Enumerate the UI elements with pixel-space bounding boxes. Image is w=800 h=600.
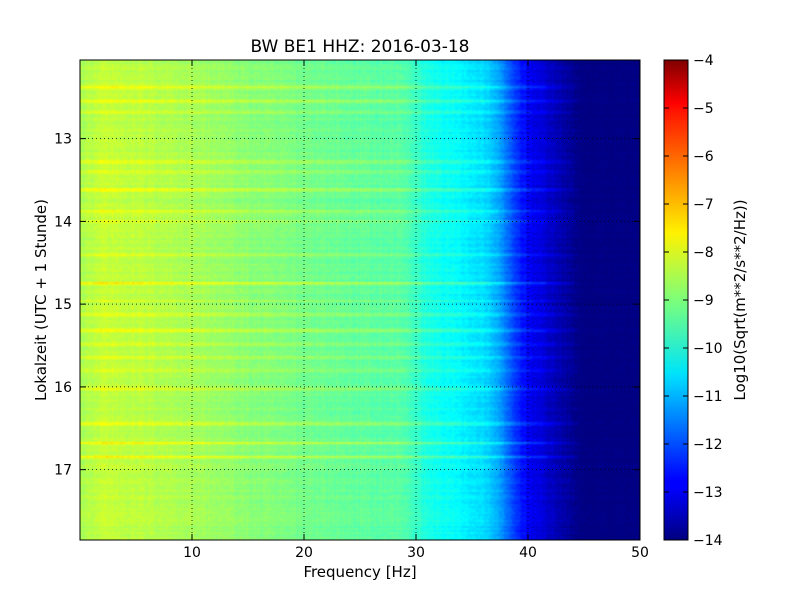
x-tick-label: 50	[631, 545, 649, 561]
y-tick-label: 16	[54, 380, 72, 396]
x-tick-label: 40	[519, 545, 537, 561]
grid-lines	[80, 60, 640, 540]
colorbar-tick-label: −10	[693, 341, 723, 357]
y-axis-label: Lokalzeit (UTC + 1 Stunde)	[32, 199, 50, 401]
y-tick-label: 15	[54, 297, 72, 313]
x-tick-label: 30	[407, 545, 425, 561]
y-tick-label: 14	[54, 214, 72, 230]
x-axis-ticks: 10 20 30 40 50	[183, 60, 649, 561]
y-tick-label: 17	[54, 463, 72, 479]
spectrogram-heatmap	[80, 60, 640, 540]
plot-frame	[79, 59, 641, 541]
colorbar-tick-label: −9	[693, 293, 714, 309]
colorbar-tick-label: −7	[693, 197, 714, 213]
colorbar-tick-label: −4	[693, 53, 714, 69]
colorbar-ticks: −4 −5 −6 −7 −8 −9 −10 −11 −12 −13 −14	[664, 53, 723, 549]
x-tick-label: 10	[183, 545, 201, 561]
chart-title: BW BE1 HHZ: 2016-03-18	[250, 37, 469, 57]
colorbar-tick-label: −8	[693, 245, 714, 261]
y-tick-label: 13	[54, 132, 72, 148]
colorbar-label: Log10(Sqrt(m**2/s**2/Hz))	[731, 199, 749, 400]
colorbar-tick-label: −5	[693, 101, 714, 117]
colorbar-tick-label: −13	[693, 485, 723, 501]
colorbar-tick-label: −11	[693, 389, 723, 405]
x-axis-label: Frequency [Hz]	[303, 563, 416, 581]
colorbar-tick-label: −14	[693, 533, 723, 549]
x-tick-label: 20	[295, 545, 313, 561]
colorbar-tick-label: −12	[693, 437, 723, 453]
y-axis-ticks: 13 14 15 16 17	[54, 132, 640, 479]
spectrogram-plot-area	[80, 60, 640, 540]
colorbar-tick-label: −6	[693, 149, 714, 165]
